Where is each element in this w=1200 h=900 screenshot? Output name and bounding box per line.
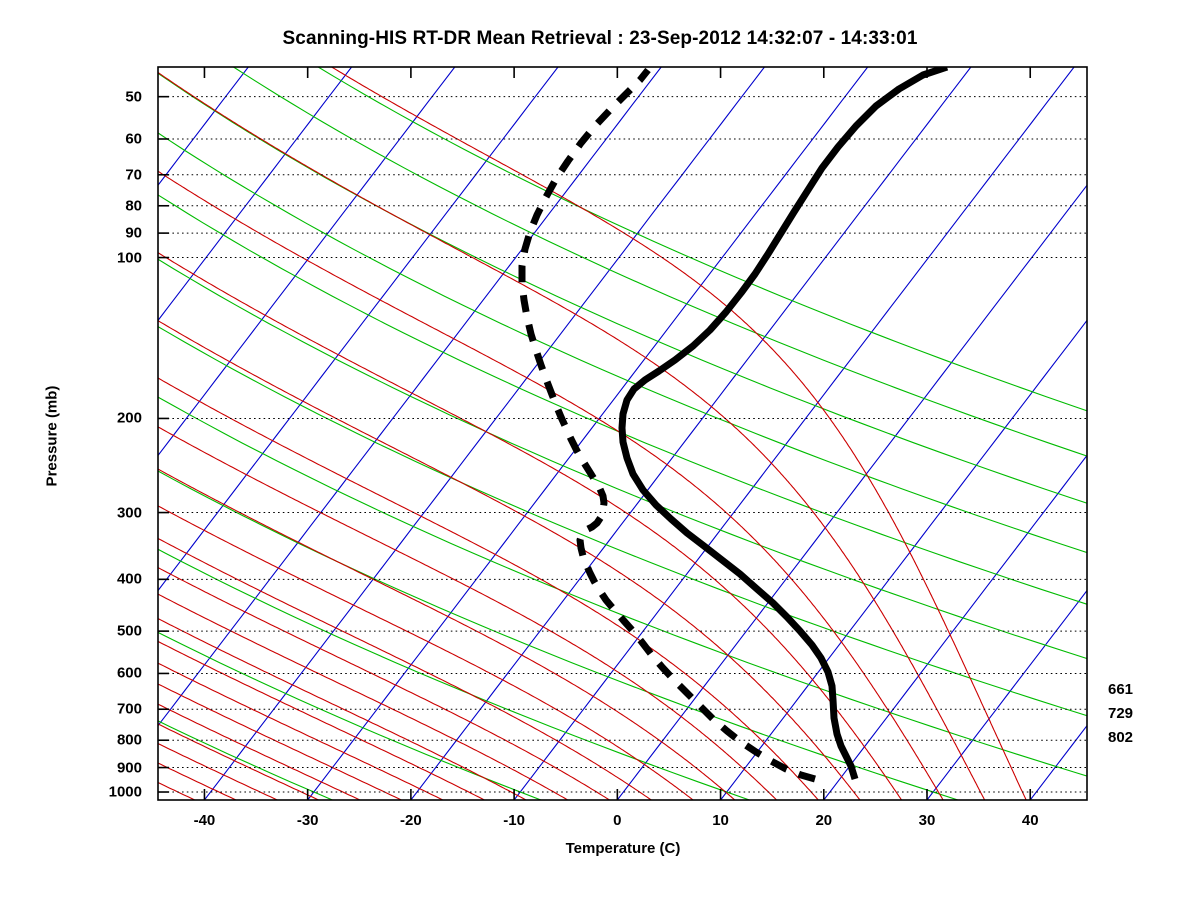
x-axis-title: Temperature (C) [565,840,681,857]
x-tick-label: -20 [400,812,422,829]
y-tick-label: 500 [116,622,142,640]
y-tick-label: 90 [125,224,142,242]
x-tick-label: 40 [1021,812,1039,829]
y-tick-label: 1000 [108,783,142,801]
y-tick-label: 900 [116,759,142,777]
y-tick-label: 400 [116,570,142,588]
right-annotation: 661 [1108,681,1134,698]
chart-title: Scanning-HIS RT-DR Mean Retrieval : 23-S… [282,28,918,49]
y-tick-label: 800 [116,731,142,749]
y-tick-label: 60 [125,130,142,148]
x-tick-label: -30 [296,812,319,829]
x-tick-label: -40 [193,812,216,829]
right-annotation: 729 [1108,705,1134,722]
right-annotation: 802 [1108,729,1134,746]
y-tick-label: 300 [116,504,142,522]
y-tick-label: 200 [116,409,142,427]
x-tick-label: 30 [918,812,936,829]
y-tick-label: 70 [125,166,142,184]
x-tick-label: -10 [503,812,525,829]
y-tick-label: 50 [125,88,142,106]
y-tick-label: 600 [116,664,142,682]
series-dewpoint [518,67,816,783]
x-tick-label: 20 [815,812,833,829]
series-temperature [618,67,949,781]
y-tick-label: 80 [125,197,142,215]
y-tick-label: 100 [116,249,142,267]
x-tick-label: 0 [613,812,622,829]
x-tick-label: 10 [712,812,729,829]
y-tick-label: 700 [116,700,142,718]
